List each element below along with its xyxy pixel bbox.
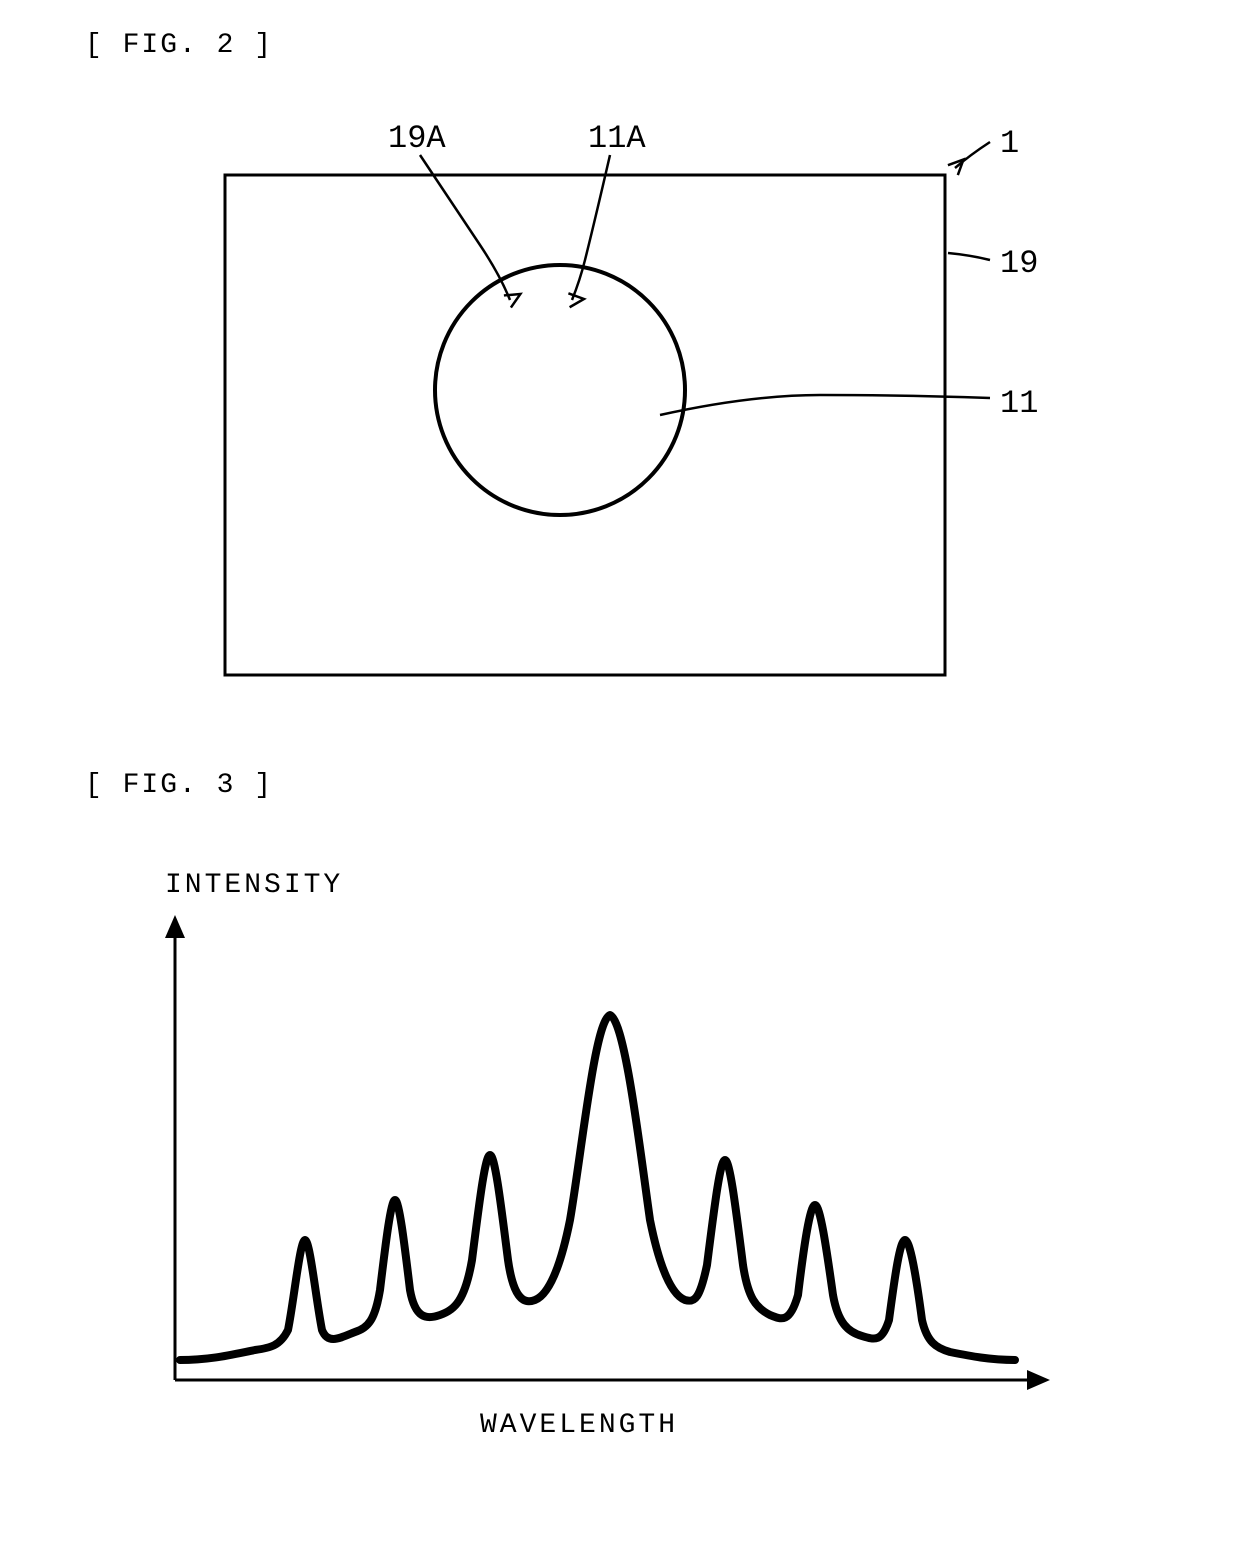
fig3-spectrum-curve (180, 1015, 1015, 1360)
fig2-callout-1: 1 (1000, 125, 1019, 162)
fig2-leader-11a (572, 155, 610, 300)
fig2-box-19 (225, 175, 945, 675)
fig2-callout-19: 19 (1000, 245, 1038, 282)
fig2-leader-19a (420, 155, 510, 300)
fig2-leader-1 (955, 142, 990, 168)
fig2-leader-11 (660, 395, 990, 415)
fig2-callout-11a: 11A (588, 120, 646, 157)
fig3-chart (0, 820, 1240, 1460)
fig2-arrowhead-11a (568, 292, 584, 307)
fig3-y-arrowhead (165, 915, 185, 938)
fig2-callout-19a: 19A (388, 120, 446, 157)
fig2-callout-11: 11 (1000, 385, 1038, 422)
fig2-diagram (0, 0, 1240, 720)
fig3-x-arrowhead (1027, 1370, 1050, 1390)
fig2-circle-11 (435, 265, 685, 515)
fig3-label: [ FIG. 3 ] (85, 770, 273, 801)
fig2-leader-19 (948, 253, 990, 260)
